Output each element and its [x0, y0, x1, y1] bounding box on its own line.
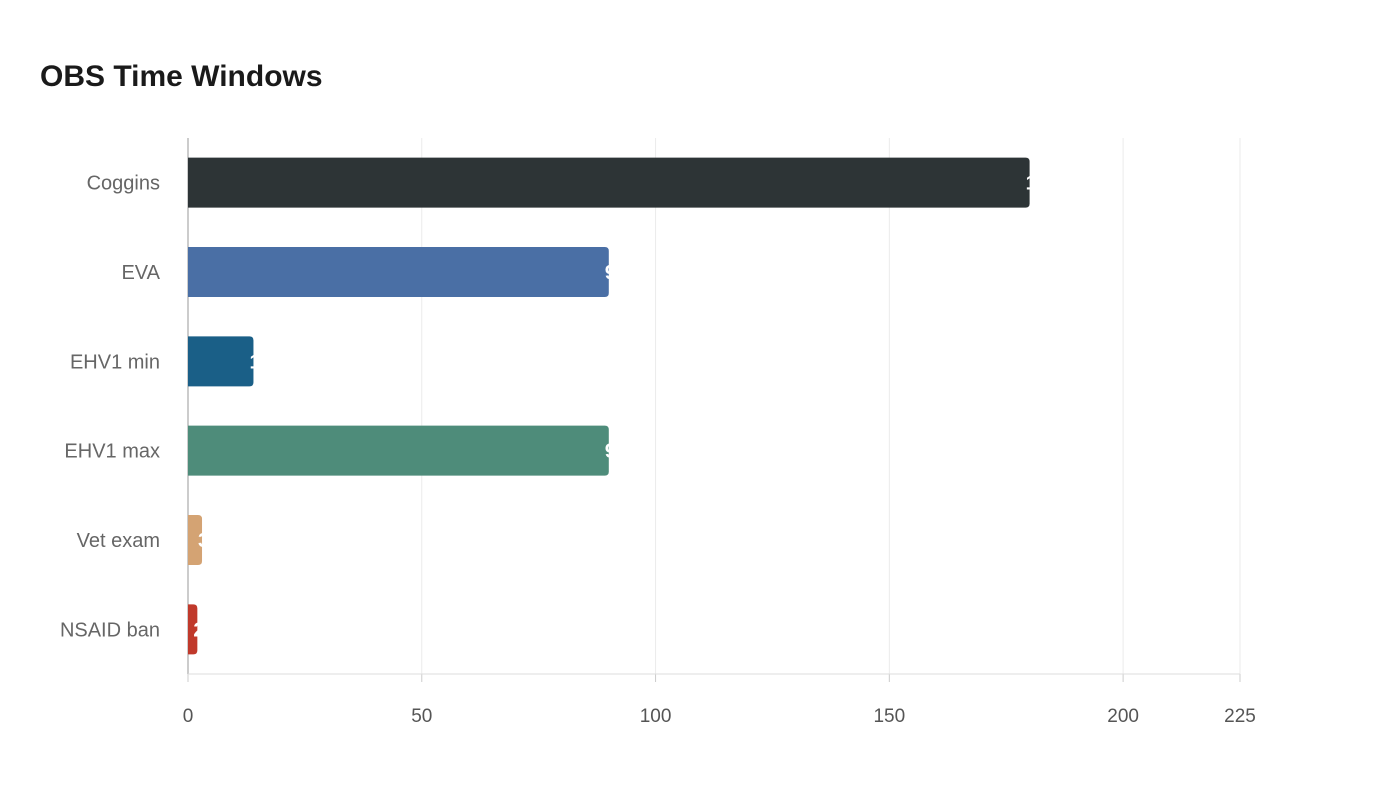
bar-ehv1-max [188, 425, 609, 476]
data-label: 90 [605, 262, 627, 284]
data-label: 3 [198, 530, 209, 552]
bar-eva [188, 247, 609, 297]
x-tick-label: 50 [411, 706, 432, 727]
data-label: 180 [1026, 173, 1059, 195]
bar-coggins [188, 157, 1030, 208]
category-label: Coggins [87, 173, 160, 195]
data-label: 90 [605, 441, 627, 463]
x-tick-label: 150 [873, 706, 905, 727]
data-label: 14 [249, 351, 272, 373]
category-label: NSAID ban [60, 619, 160, 641]
x-tick-label: 200 [1107, 706, 1139, 727]
chart-title: OBS Time Windows [40, 60, 323, 93]
x-tick-label: 225 [1224, 706, 1256, 727]
x-tick-label: 0 [183, 706, 194, 727]
category-label: Vet exam [77, 530, 160, 552]
x-tick-label: 100 [640, 706, 672, 727]
bar-vet-exam [188, 515, 203, 565]
bar-ehv1-min [188, 336, 254, 387]
category-label: EHV1 max [64, 441, 160, 463]
data-label: 2 [193, 619, 204, 641]
category-label: EVA [121, 262, 160, 284]
bar-nsaid-ban [188, 604, 198, 655]
category-label: EHV1 min [70, 351, 160, 373]
